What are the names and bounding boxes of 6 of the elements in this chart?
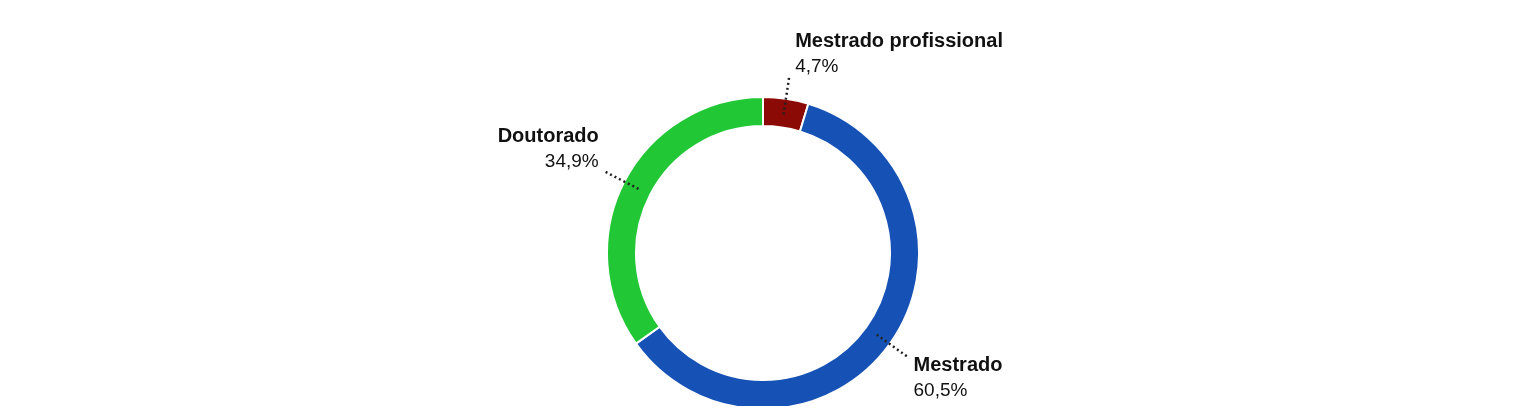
slice-label: Mestrado	[913, 352, 1003, 375]
slice-label: Mestrado profissional	[795, 28, 1003, 51]
slice-label: Doutorado	[497, 123, 599, 146]
data-label: 34,9%	[544, 149, 599, 171]
data-label: 60,5%	[913, 378, 968, 400]
data-label: 4,7%	[795, 54, 839, 76]
